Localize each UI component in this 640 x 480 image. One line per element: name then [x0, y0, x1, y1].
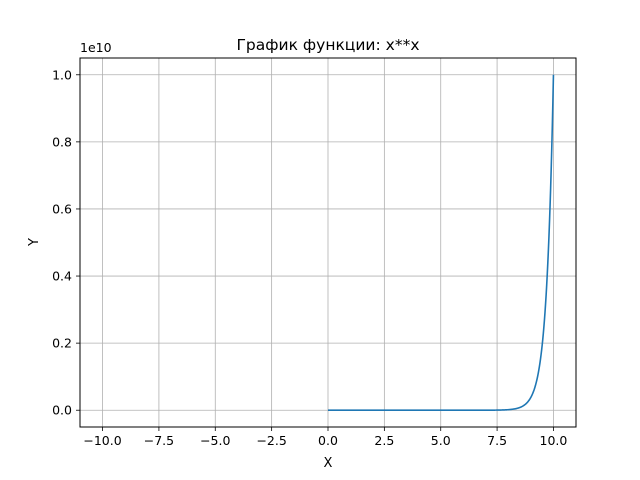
y-tick-label: 0.6	[52, 201, 72, 216]
ticks: −10.0 −7.5 −5.0 −2.5 0.0 2.5 5.0 7.5 10.0 0.0 0.2 0…	[52, 67, 567, 448]
y-axis-offset-label: 1e10	[80, 40, 112, 55]
chart-title: График функции: x**x	[236, 36, 419, 54]
x-tick-label: 10.0	[540, 433, 568, 448]
x-tick-label: −7.5	[144, 433, 174, 448]
x-tick-label: −10.0	[83, 433, 121, 448]
series-line	[327, 74, 555, 412]
x-tick-label: 2.5	[374, 433, 394, 448]
x-tick-label: −5.0	[200, 433, 230, 448]
x-tick-label: 7.5	[487, 433, 507, 448]
y-tick-label: 0.8	[52, 134, 72, 149]
series-layer	[327, 74, 555, 412]
y-axis-label: Y	[27, 238, 42, 247]
y-tick-label: 1.0	[52, 67, 72, 82]
grid	[80, 58, 576, 427]
y-tick-label: 0.4	[52, 269, 72, 284]
x-tick-label: 0.0	[318, 433, 338, 448]
y-tick-label: 0.2	[52, 336, 72, 351]
x-tick-label: 5.0	[431, 433, 451, 448]
y-tick-label: 0.0	[52, 403, 72, 418]
x-axis-label: X	[324, 456, 333, 471]
x-tick-label: −2.5	[256, 433, 286, 448]
